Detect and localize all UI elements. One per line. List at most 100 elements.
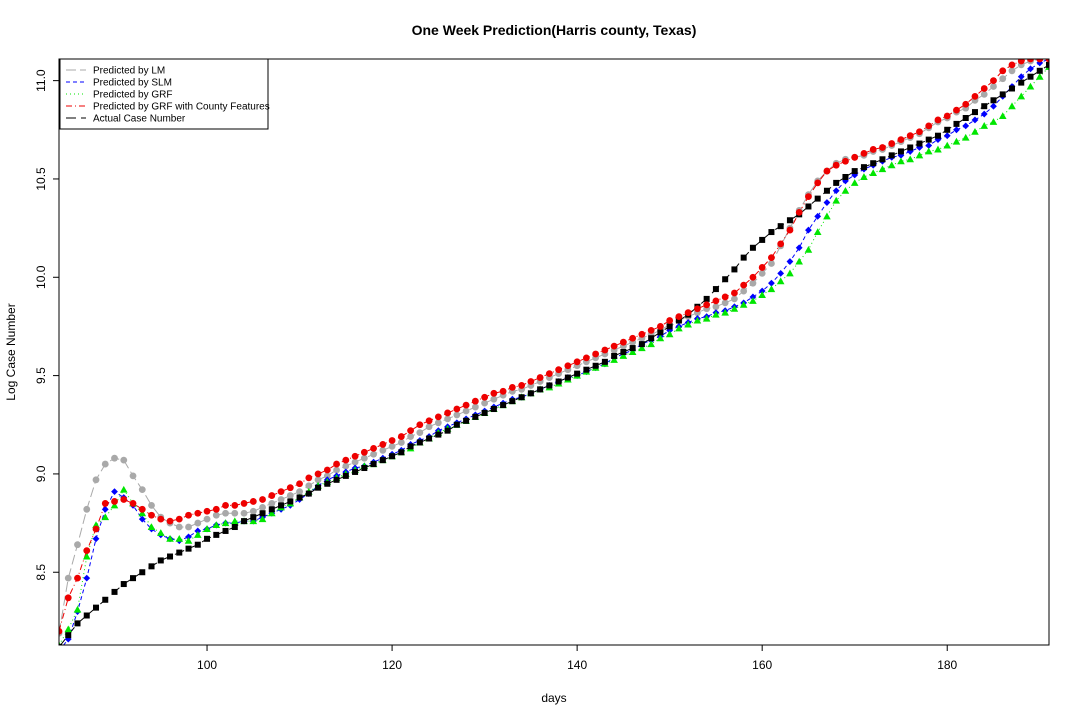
- data-point-grf_county: [768, 254, 775, 262]
- data-point-grf: [175, 535, 184, 542]
- data-point-grf_county: [397, 433, 405, 440]
- data-point-grf_county: [231, 501, 239, 509]
- data-point-actual: [611, 352, 618, 359]
- data-point-grf: [166, 535, 174, 542]
- data-point-slm: [138, 515, 146, 523]
- data-point-actual: [194, 541, 201, 548]
- data-point-slm: [749, 293, 757, 301]
- data-point-grf: [878, 165, 887, 173]
- data-point-lm: [240, 509, 248, 517]
- data-point-lm: [388, 442, 396, 450]
- data-point-grf: [971, 127, 979, 135]
- data-point-grf: [915, 151, 924, 159]
- data-point-actual: [370, 461, 377, 468]
- data-point-actual: [324, 480, 331, 487]
- data-point-grf: [841, 186, 850, 194]
- data-point-grf: [776, 277, 785, 285]
- data-point-actual: [555, 378, 562, 385]
- data-point-lm: [731, 295, 738, 303]
- plot-frame: [58, 58, 1050, 646]
- data-point-grf_county: [83, 547, 91, 555]
- data-point-grf: [230, 517, 239, 525]
- data-point-actual: [453, 421, 460, 428]
- data-point-grf_county: [666, 317, 674, 324]
- data-point-grf_county: [249, 498, 257, 505]
- data-point-slm: [832, 187, 840, 195]
- data-point-grf_county: [980, 85, 988, 92]
- data-point-grf_county: [795, 208, 803, 216]
- data-point-actual: [167, 553, 174, 560]
- data-point-grf_county: [148, 511, 155, 519]
- data-point-actual: [120, 581, 127, 588]
- data-point-actual: [426, 435, 433, 442]
- data-point-grf: [619, 352, 628, 359]
- data-point-grf_county: [462, 401, 470, 409]
- data-point-lm: [758, 269, 766, 277]
- data-point-grf: [101, 513, 110, 521]
- data-point-actual: [777, 223, 784, 230]
- data-point-lm: [138, 486, 146, 494]
- data-point-grf_county: [1017, 59, 1025, 65]
- data-point-grf_county: [388, 437, 396, 444]
- data-point-slm: [814, 212, 822, 220]
- data-point-actual: [315, 484, 322, 491]
- data-point-grf_county: [934, 116, 942, 124]
- data-point-grf_county: [277, 488, 285, 496]
- data-point-actual: [111, 588, 118, 595]
- data-point-grf_county: [953, 106, 960, 114]
- data-point-grf_county: [555, 366, 563, 374]
- data-point-actual: [463, 417, 470, 424]
- data-point-actual: [999, 91, 1006, 98]
- data-point-grf_county: [499, 387, 507, 395]
- data-point-grf: [147, 523, 156, 531]
- series-line-lm: [59, 59, 1049, 634]
- data-point-grf_county: [897, 136, 905, 144]
- data-point-slm: [101, 505, 109, 513]
- x-axis: 100 120 140 160 180: [197, 645, 958, 672]
- data-point-grf: [943, 141, 952, 149]
- data-point-grf_county: [175, 515, 183, 523]
- data-point-actual: [176, 549, 183, 556]
- data-point-grf: [684, 320, 692, 328]
- data-point-actual: [768, 229, 775, 236]
- data-point-grf_county: [638, 330, 646, 338]
- data-point-grf: [721, 308, 729, 316]
- data-point-slm: [795, 244, 803, 252]
- data-point-grf: [203, 525, 211, 532]
- data-point-grf_county: [416, 421, 424, 429]
- data-point-grf: [647, 340, 655, 348]
- data-point-actual: [990, 97, 997, 104]
- data-point-actual: [860, 164, 867, 171]
- data-point-grf_county: [434, 413, 442, 421]
- data-point-lm: [740, 287, 748, 295]
- data-point-actual: [398, 449, 405, 456]
- data-point-grf: [212, 521, 221, 529]
- data-point-lm: [462, 407, 470, 415]
- data-point-grf: [82, 552, 91, 560]
- data-point-grf_county: [129, 500, 137, 507]
- data-point-slm: [980, 110, 988, 118]
- data-point-grf: [786, 269, 794, 277]
- data-point-grf: [860, 173, 868, 180]
- x-tick-label: 160: [752, 658, 772, 672]
- data-point-slm: [83, 574, 91, 582]
- y-tick-label: 9.5: [34, 367, 48, 384]
- data-point-grf_county: [860, 149, 868, 157]
- data-point-lm: [370, 450, 377, 458]
- data-point-slm: [990, 102, 997, 110]
- data-point-grf_county: [675, 313, 683, 321]
- data-point-slm: [971, 116, 979, 124]
- data-point-lm: [74, 541, 81, 549]
- data-point-actual: [83, 612, 90, 619]
- data-point-actual: [130, 575, 137, 582]
- data-point-actual: [657, 329, 664, 336]
- data-point-actual: [157, 557, 164, 564]
- data-point-grf_county: [240, 500, 248, 507]
- y-tick-label: 9.0: [34, 465, 48, 482]
- data-point-grf_county: [194, 509, 202, 517]
- data-point-grf: [980, 122, 989, 129]
- data-point-lm: [83, 505, 91, 513]
- data-point-slm: [1017, 73, 1025, 81]
- data-point-grf_county: [869, 146, 877, 153]
- data-point-actual: [250, 514, 257, 521]
